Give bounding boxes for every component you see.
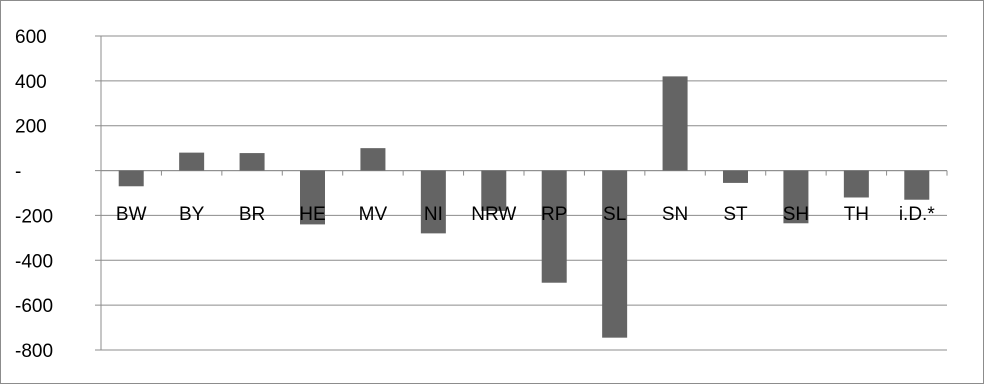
gridlines bbox=[95, 35, 948, 351]
bar bbox=[541, 170, 567, 283]
bar bbox=[179, 152, 205, 171]
y-tick-label: 400 bbox=[15, 72, 47, 93]
category-label: NRW bbox=[471, 204, 516, 225]
category-label: MV bbox=[359, 204, 388, 225]
y-axis-ticks: 600 400 200 - -200 -400 -600 -800 bbox=[15, 27, 53, 362]
bar bbox=[118, 170, 144, 187]
bar bbox=[904, 170, 930, 200]
bar bbox=[843, 170, 869, 198]
bar bbox=[239, 153, 265, 171]
bar bbox=[420, 170, 446, 234]
y-tick-label: 600 bbox=[15, 27, 47, 48]
x-axis-categories: BW BY BR HE MV NI NRW RP SL SN ST SH TH i.D.* bbox=[116, 204, 935, 225]
category-label: SH bbox=[783, 204, 809, 225]
bar bbox=[783, 170, 809, 224]
category-label: HE bbox=[299, 204, 325, 225]
category-label: i.D.* bbox=[899, 204, 936, 225]
category-label: SL bbox=[603, 204, 626, 225]
bar bbox=[360, 148, 386, 171]
category-label: BR bbox=[239, 204, 265, 225]
y-tick-label: -200 bbox=[15, 206, 53, 227]
category-label: ST bbox=[723, 204, 748, 225]
bar bbox=[602, 170, 628, 338]
category-label: BY bbox=[179, 204, 205, 225]
y-tick-label: -400 bbox=[15, 251, 53, 272]
bar bbox=[723, 170, 748, 183]
y-tick-label: - bbox=[15, 162, 21, 183]
y-tick-label: -800 bbox=[15, 341, 53, 362]
category-label: TH bbox=[844, 204, 869, 225]
y-tick-label: 200 bbox=[15, 117, 47, 138]
bar bbox=[300, 170, 325, 225]
bars bbox=[118, 76, 930, 338]
category-label: RP bbox=[541, 204, 567, 225]
y-tick-label: -600 bbox=[15, 296, 53, 317]
category-label: NI bbox=[424, 204, 443, 225]
bar bbox=[662, 76, 688, 171]
category-label: SN bbox=[662, 204, 688, 225]
bar bbox=[481, 170, 507, 211]
category-label: BW bbox=[116, 204, 147, 225]
